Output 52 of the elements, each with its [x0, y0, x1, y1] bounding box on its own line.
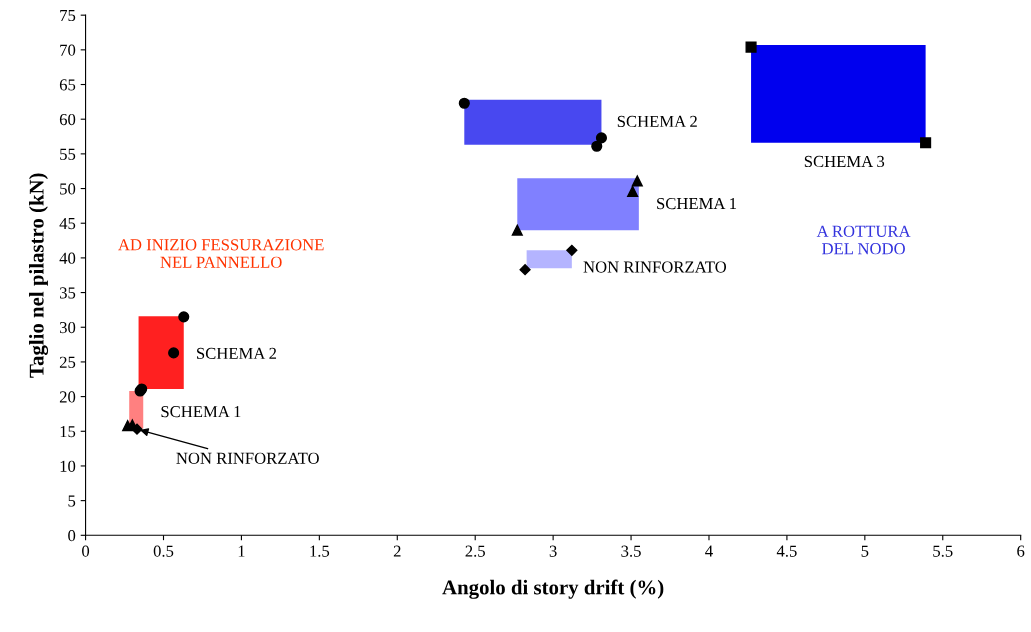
point [168, 347, 180, 359]
x-tick-label: 4 [705, 545, 713, 557]
point [519, 264, 531, 276]
y-tick-label: 10 [60, 460, 76, 472]
x-tick-label: 4.5 [776, 545, 797, 557]
y-tick-label: 25 [59, 356, 76, 368]
y-tick-label: 20 [59, 391, 76, 403]
point [511, 224, 523, 236]
y-tick-label: 45 [59, 218, 76, 230]
y-tick-label: 70 [60, 44, 76, 56]
y-tick-label: 30 [59, 321, 76, 334]
y-tick-label: 35 [59, 287, 76, 299]
y-tick-label: 50 [60, 183, 76, 195]
annotation: SCHEMA 1 [161, 406, 241, 418]
x-tick-label: 2.5 [465, 545, 485, 557]
x-tick-label: 3 [549, 545, 557, 557]
point [627, 185, 639, 197]
annotation: SCHEMA 1 [657, 197, 737, 210]
y-tick-label: 15 [60, 426, 76, 438]
x-tick-label: 0.5 [153, 545, 174, 557]
point [920, 137, 932, 149]
y-tick-label: 65 [59, 79, 76, 91]
y-tick-label: 5 [68, 495, 76, 507]
annotation: SCHEMA 2 [197, 347, 277, 359]
x-tick-label: 6 [1017, 545, 1025, 557]
y-tick-label: 55 [60, 148, 76, 160]
x-tick-label: 0 [82, 545, 90, 557]
y-tick-label: 60 [59, 113, 76, 126]
x-tick-label: 2 [393, 545, 401, 557]
x-tick-label: 3.5 [621, 545, 641, 557]
annotation: A ROTTURA DEL NODO [816, 225, 911, 255]
annotation: AD INIZIO FESSURAZIONE NEL PANNELLO [118, 239, 324, 268]
annotation: NON RINFORZATO [583, 261, 727, 273]
point [566, 244, 578, 256]
point [178, 311, 190, 323]
annotation: SCHEMA 3 [804, 155, 885, 168]
annotation: NON RINFORZATO [176, 452, 319, 464]
x-tick-label: 1.5 [310, 545, 330, 557]
point [745, 41, 757, 53]
point [595, 132, 608, 144]
y-tick-label: 75 [60, 10, 76, 22]
x-tick-label: 5.5 [933, 545, 953, 557]
y-tick-label: 0 [68, 530, 76, 542]
point [631, 175, 643, 187]
annotation: SCHEMA 2 [617, 115, 697, 128]
x-tick-label: 5 [861, 545, 869, 557]
y-axis-title: Taglio nel pilastro (kN) [29, 173, 49, 378]
y-tick-label: 40 [59, 252, 76, 264]
point [458, 97, 470, 109]
x-tick-label: 1 [238, 545, 245, 557]
point [591, 140, 603, 152]
x-axis-title: Angolo di story drift (%) [442, 579, 664, 599]
